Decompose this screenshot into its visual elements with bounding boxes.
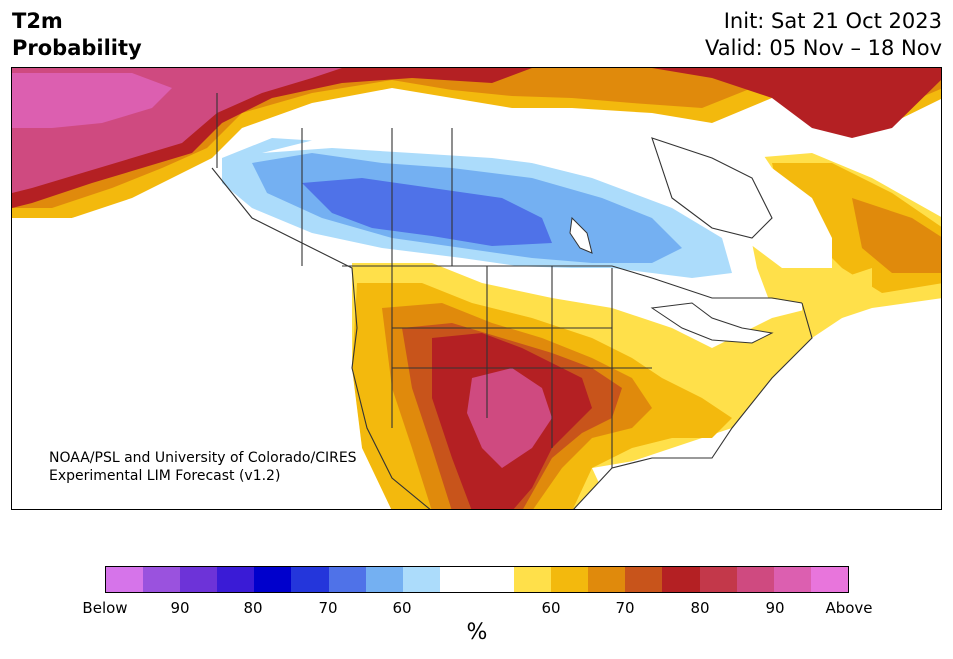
hudson-bay-coast: [651, 137, 773, 239]
colorbar-swatch: [662, 567, 700, 592]
credit-line-1: NOAA/PSL and University of Colorado/CIRE…: [49, 450, 357, 466]
colorbar-tick-label: Below: [82, 599, 128, 617]
colorbar-tick-label: Above: [825, 599, 873, 617]
gulf-of-mexico: [592, 458, 742, 509]
colorbar-swatch: [291, 567, 329, 592]
above-80-region-us: [467, 368, 552, 468]
colorbar-swatch: [625, 567, 663, 592]
colorbar-tick-label: 80: [243, 599, 263, 617]
map-svg: [12, 68, 941, 509]
below-65-region-canada: [302, 178, 552, 246]
title-line-1: T2m: [12, 9, 63, 33]
colorbar: [105, 566, 849, 593]
colorbar-swatch: [736, 567, 774, 592]
colorbar-swatch: [699, 567, 737, 592]
colorbar-swatch: [773, 567, 811, 592]
boundary-lines: [211, 93, 813, 509]
above-65-region-east: [852, 198, 941, 273]
us-canada-border: [342, 265, 803, 304]
colorbar-swatch: [551, 567, 589, 592]
colorbar-swatch: [217, 567, 255, 592]
colorbar-tick-label: 70: [318, 599, 338, 617]
colorbar-swatch: [588, 567, 626, 592]
forecast-dates: Init: Sat 21 Oct 2023 Valid: 05 Nov – 18…: [705, 8, 942, 62]
colorbar-swatch: [810, 567, 848, 592]
neutral-region-hudson: [652, 138, 832, 268]
colorbar-swatch: [439, 567, 477, 592]
east-coastline: [573, 302, 813, 509]
above-75-region-canada-northeast: [652, 68, 941, 138]
above-90-region-alaska: [12, 73, 172, 128]
colorbar-swatch: [402, 567, 440, 592]
probability-map: [11, 67, 942, 510]
valid-period: Valid: 05 Nov – 18 Nov: [705, 36, 942, 60]
colorbar-swatch: [254, 567, 292, 592]
colorbar-tick-label: 90: [170, 599, 190, 617]
colorbar-swatch: [365, 567, 403, 592]
colorbar-swatch: [106, 567, 144, 592]
chart-title: T2m Probability: [12, 8, 142, 62]
lake-winnipeg: [569, 216, 593, 254]
colorbar-unit: %: [466, 620, 488, 645]
colorbar-tick-label: 80: [690, 599, 710, 617]
colorbar-tick-label: 70: [615, 599, 635, 617]
colorbar-tick-label: 90: [765, 599, 785, 617]
great-lakes: [650, 302, 774, 344]
colorbar-swatch: [180, 567, 218, 592]
atlantic-ocean: [577, 308, 941, 509]
neutral-region-north-canada: [262, 128, 612, 178]
colorbar-tick-label: 60: [541, 599, 561, 617]
colorbar-swatch: [514, 567, 552, 592]
colorbar-swatch: [476, 567, 515, 592]
colorbar-swatch: [328, 567, 366, 592]
colorbar-swatch: [143, 567, 181, 592]
init-date: Init: Sat 21 Oct 2023: [723, 9, 942, 33]
credit-text: NOAA/PSL and University of Colorado/CIRE…: [49, 449, 357, 485]
colorbar-tick-label: 60: [392, 599, 412, 617]
title-line-2: Probability: [12, 36, 142, 60]
west-coastline: [211, 167, 431, 509]
pacific-ocean: [12, 183, 392, 509]
credit-line-2: Experimental LIM Forecast (v1.2): [49, 468, 281, 484]
